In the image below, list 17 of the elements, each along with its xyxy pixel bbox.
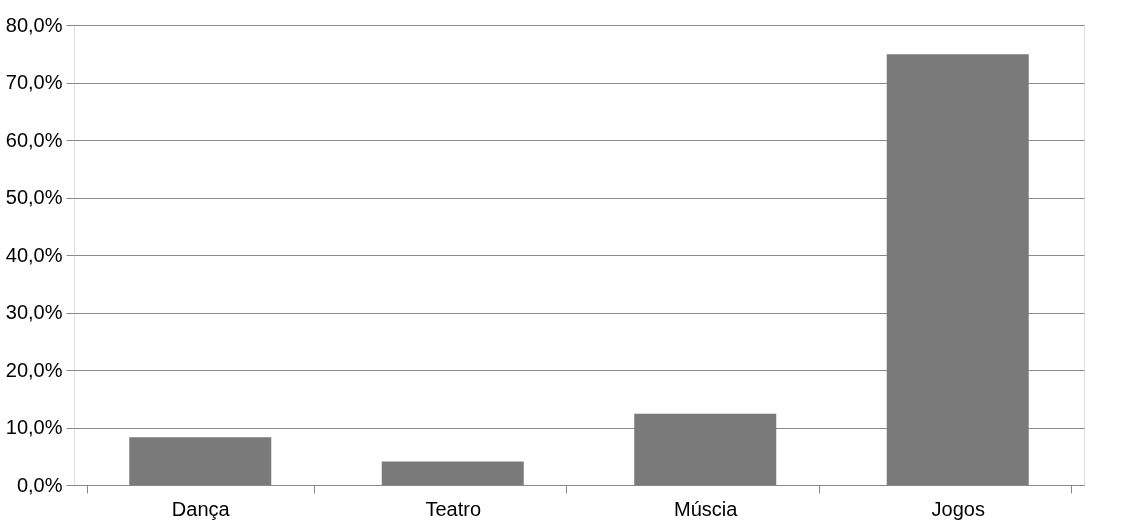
x-tick-label: Dança (171, 497, 231, 520)
x-tick-label: Teatro (425, 497, 482, 520)
y-tick-label: 40,0% (5, 243, 63, 266)
x-tick-label: Jogos (931, 497, 985, 520)
y-tick-label: 80,0% (5, 13, 63, 36)
bar (381, 461, 524, 485)
y-tick-label: 70,0% (5, 71, 63, 93)
y-tick-label: 0,0% (16, 473, 63, 496)
y-tick-label: 20,0% (5, 358, 63, 381)
y-tick-label: 50,0% (5, 186, 63, 208)
bar (886, 54, 1029, 485)
bar (634, 413, 777, 485)
y-tick-label: 30,0% (5, 301, 63, 323)
y-tick-label: 10,0% (5, 416, 63, 438)
y-tick-label: 60,0% (5, 128, 63, 151)
bar (129, 437, 272, 485)
x-tick-label: Múscia (674, 497, 739, 520)
